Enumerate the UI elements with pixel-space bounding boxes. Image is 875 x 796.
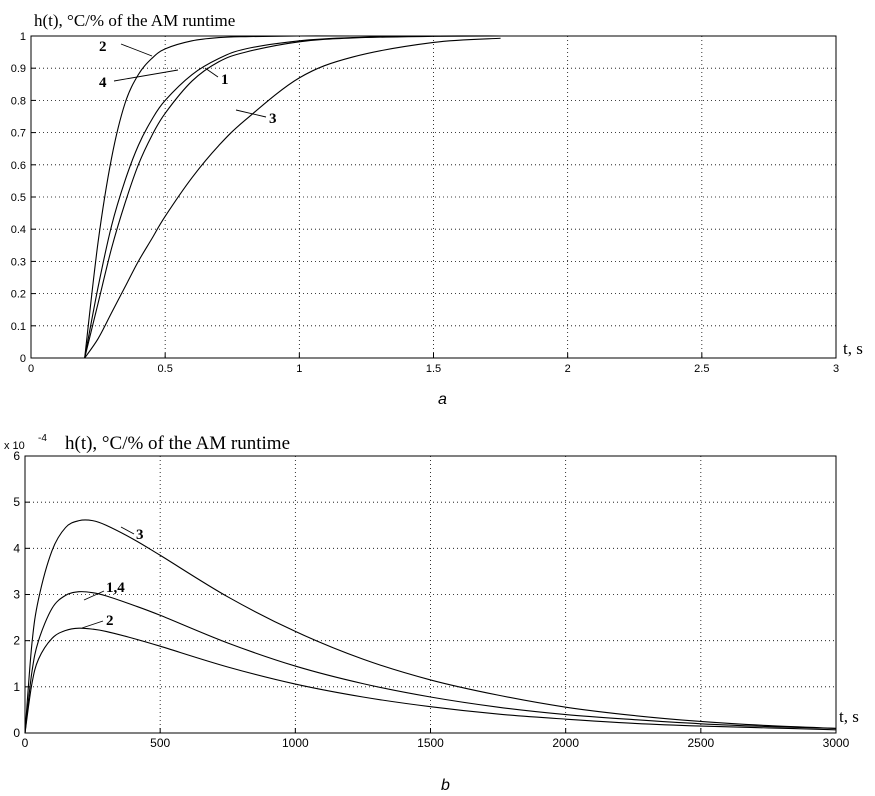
a-series-1-line [84, 35, 501, 359]
chart-a-curve-label-2: 2 [99, 39, 107, 55]
chart-a-x-axis-label: t, s [843, 339, 863, 358]
a-ytick-label-6: 0.6 [11, 160, 26, 172]
chart-a-curves [84, 35, 501, 359]
a-xtick-label-2: 1 [296, 363, 302, 375]
a-ytick-label-7: 0.7 [11, 128, 26, 140]
b-xtick-label-6: 3000 [823, 736, 850, 750]
a-ytick-label-9: 0.9 [11, 63, 26, 75]
b-series-2-line [24, 627, 837, 734]
chart-b-leaders [81, 526, 135, 629]
b-xtick-label-1: 500 [150, 736, 170, 750]
chart-b-leader-3 [120, 526, 135, 535]
b-series-3-line [24, 519, 837, 734]
chart-a-leader-3 [235, 109, 267, 118]
a-ytick-label-8: 0.8 [11, 95, 26, 107]
b-xtick-label-4: 2000 [552, 736, 579, 750]
chart-b-curves [24, 519, 837, 734]
a-ytick-label-0: 0 [20, 353, 26, 365]
b-ytick-label-6: 6 [13, 449, 20, 463]
chart-b-title: h(t), °C/% of the AM runtime [65, 433, 290, 454]
a-ytick-label-2: 0.2 [11, 289, 26, 301]
chart-a-title: h(t), °C/% of the AM runtime [34, 11, 235, 30]
b-ytick-label-3: 3 [13, 588, 20, 602]
b-ytick-label-2: 2 [13, 634, 20, 648]
a-ytick-label-5: 0.5 [11, 192, 26, 204]
b-ytick-label-5: 5 [13, 495, 20, 509]
a-ytick-label-4: 0.4 [11, 224, 26, 236]
chart-a-ticks: 0 0.5 1 1.5 2 2.5 3 0 0.1 0.2 0.3 0.4 0.5 0.6 0.7 0.8 0.… [11, 31, 839, 375]
a-xtick-label-1: 0.5 [158, 363, 173, 375]
chart-a-leaders [113, 43, 267, 118]
a-series-3-line [84, 37, 501, 359]
chart-a-grid [31, 36, 836, 358]
chart-b-leader-14 [83, 590, 105, 601]
b-series-1-4-line [24, 591, 837, 734]
a-xtick-label-4: 2 [565, 363, 571, 375]
b-xtick-label-5: 2500 [687, 736, 714, 750]
chart-b-curve-label-2: 2 [106, 613, 114, 629]
b-ytick-label-0: 0 [13, 726, 20, 740]
chart-a-leader-1 [204, 67, 219, 78]
b-ytick-label-1: 1 [13, 680, 20, 694]
chart-b-plot-area [24, 455, 837, 734]
a-ytick-label-3: 0.3 [11, 256, 26, 268]
chart-b-curve-label-14: 1,4 [106, 580, 125, 596]
chart-a-leader-2 [120, 43, 153, 57]
a-xtick-label-3: 1.5 [426, 363, 441, 375]
b-xtick-label-3: 1500 [417, 736, 444, 750]
a-ytick-label-1: 0.1 [11, 321, 26, 333]
chart-a-leader-4 [113, 69, 179, 82]
chart-a-curve-label-4: 4 [99, 75, 107, 91]
a-xtick-label-6: 3 [833, 363, 839, 375]
a-xtick-label-5: 2.5 [694, 363, 709, 375]
b-xtick-label-2: 1000 [282, 736, 309, 750]
chart-b-leader-2 [81, 620, 104, 629]
a-xtick-label-0: 0 [28, 363, 34, 375]
chart-a-caption: a [438, 391, 447, 408]
chart-b-ticks: 0 500 1000 1500 2000 2500 3000 0 1 2 3 4 5 6 [13, 449, 849, 750]
chart-b-x-axis-label: t, s [839, 707, 859, 726]
a-series-2-line [84, 35, 501, 359]
b-ytick-label-4: 4 [13, 541, 20, 555]
chart-a-curve-label-1: 1 [221, 72, 229, 88]
chart-b-exponent-power: -4 [38, 433, 47, 444]
a-ytick-label-10: 1 [20, 31, 26, 43]
chart-b-caption: b [441, 777, 450, 794]
chart-b-curve-label-3: 3 [136, 527, 144, 543]
chart-a-curve-label-3: 3 [269, 111, 277, 127]
chart-b-exponent-label: x 10 [4, 440, 25, 452]
chart-a: 0 0.5 1 1.5 2 2.5 3 0 0.1 0.2 0.3 0.4 0.5 0.6 0.7 0.8 0.… [11, 11, 863, 408]
b-xtick-label-0: 0 [22, 736, 29, 750]
